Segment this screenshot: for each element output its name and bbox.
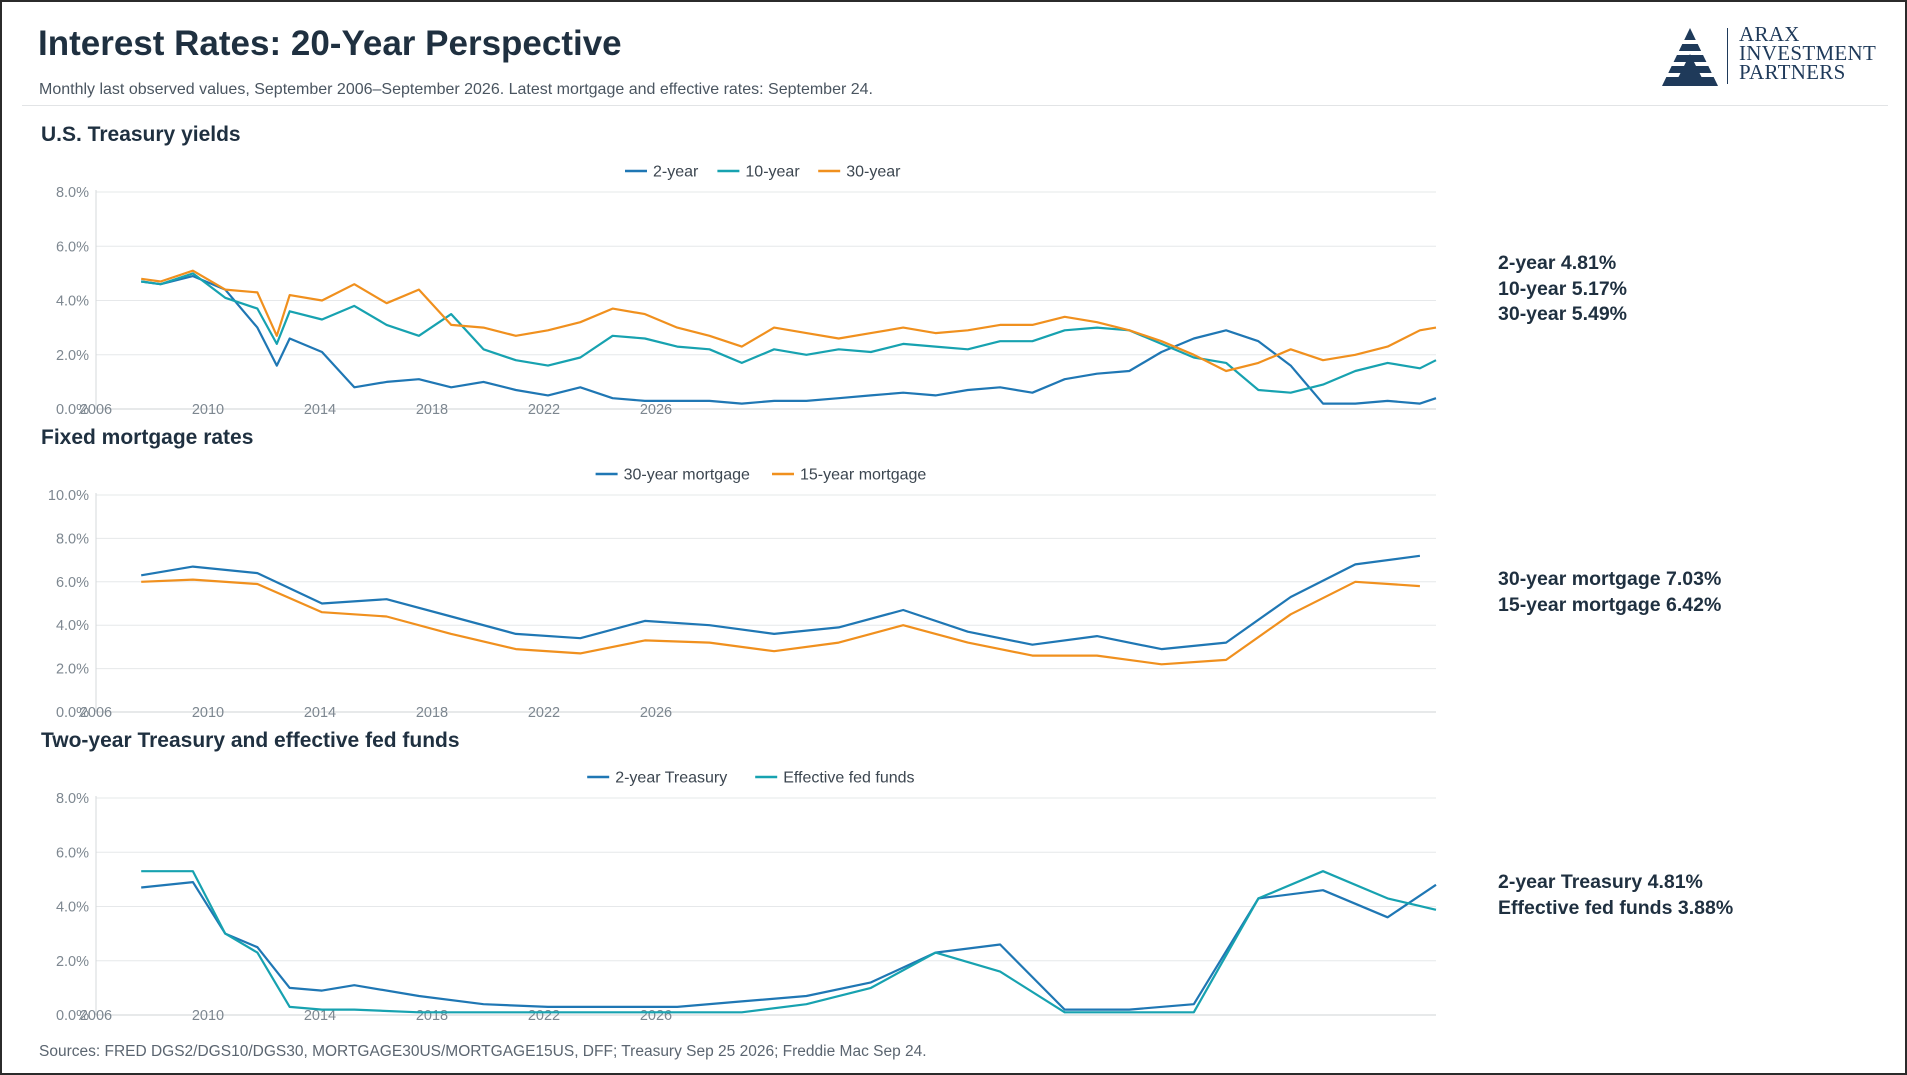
latest-15-year-mortgage: 15-year mortgage 6.42% xyxy=(1498,593,1722,616)
series-line-2-year-treasury xyxy=(141,880,1437,1011)
logo-line-2: INVESTMENT xyxy=(1739,41,1877,65)
latest-values-treasury: 2-year 4.81% 10-year 5.17% 30-year 5.49% xyxy=(1498,251,1627,328)
page-subtitle: Monthly last observed values, September … xyxy=(39,81,873,98)
y-tick-label: 2.0% xyxy=(56,662,89,678)
sources-footnote: Sources: FRED DGS2/DGS10/DGS30, MORTGAGE… xyxy=(39,1043,927,1060)
series-line-15-year-mortgage xyxy=(141,578,1420,666)
y-tick-label: 6.0% xyxy=(56,845,89,861)
y-tick-label: 6.0% xyxy=(56,239,89,255)
latest-30-year-mortgage: 30-year mortgage 7.03% xyxy=(1498,568,1722,590)
panel-title-fed-funds: Two-year Treasury and effective fed fund… xyxy=(41,729,460,752)
y-tick-label: 2.0% xyxy=(56,348,89,364)
x-tick-label: 2026 xyxy=(640,1008,672,1024)
x-tick-label: 2014 xyxy=(304,705,336,721)
series-line-30-year xyxy=(141,269,1437,373)
x-tick-label: 2018 xyxy=(416,1008,448,1024)
legend-label-30-year-mortgage: 30-year mortgage xyxy=(624,467,750,484)
y-tick-label: 0.0% xyxy=(56,705,89,721)
page-title: Interest Rates: 20-Year Perspective xyxy=(38,24,622,63)
arax-logo-icon xyxy=(1660,28,1720,86)
x-tick-label: 2006 xyxy=(80,1008,112,1024)
y-tick-label: 6.0% xyxy=(56,575,89,591)
x-tick-label: 2014 xyxy=(304,402,336,418)
legend-label-effective-fed-funds: Effective fed funds xyxy=(783,770,914,787)
x-tick-label: 2018 xyxy=(416,402,448,418)
logo-wordmark: ARAX INVESTMENT PARTNERS xyxy=(1739,22,1877,84)
series-line-30-year-mortgage xyxy=(141,554,1421,651)
fed-funds-chart: 0.0% 2.0% 4.0% 6.0% 8.0% 2006 2010 2014 2018 2022… xyxy=(56,770,1437,1024)
y-tick-label: 4.0% xyxy=(56,900,89,916)
latest-values-fed-funds: 2-year Treasury 4.81% Effective fed fund… xyxy=(1498,870,1733,921)
logo-line-1: ARAX xyxy=(1739,22,1800,46)
logo-line-3: PARTNERS xyxy=(1739,60,1846,84)
x-tick-label: 2010 xyxy=(192,705,224,721)
y-tick-label: 8.0% xyxy=(56,185,89,201)
x-tick-label: 2022 xyxy=(528,402,560,418)
panel-title-treasury: U.S. Treasury yields xyxy=(41,123,241,146)
legend-label-2-year: 2-year xyxy=(653,164,699,181)
x-tick-label: 2006 xyxy=(80,705,112,721)
mortgage-rates-chart: 0.0% 2.0% 4.0% 6.0% 8.0% 10.0% 2006 2010 2014 201… xyxy=(48,467,1436,721)
x-tick-label: 2014 xyxy=(304,1008,336,1024)
header-divider xyxy=(22,105,1888,106)
latest-values-mortgage: 30-year mortgage 7.03% 15-year mortgage … xyxy=(1498,567,1721,618)
y-tick-label: 0.0% xyxy=(56,402,89,418)
series-line-effective-fed-funds xyxy=(141,870,1437,1014)
legend-label-30-year: 30-year xyxy=(846,164,901,181)
latest-10-year: 10-year 5.17% xyxy=(1498,277,1628,300)
legend-label-2-year-treasury: 2-year Treasury xyxy=(615,770,727,787)
x-tick-label: 2026 xyxy=(640,705,672,721)
y-tick-label: 2.0% xyxy=(56,954,89,970)
series-line-2-year xyxy=(141,274,1437,405)
latest-2-year: 2-year 4.81% xyxy=(1498,252,1617,274)
legend-label-15-year-mortgage: 15-year mortgage xyxy=(800,467,926,484)
panel-title-mortgage: Fixed mortgage rates xyxy=(41,426,254,449)
y-tick-label: 10.0% xyxy=(48,488,89,504)
x-tick-label: 2018 xyxy=(416,705,448,721)
y-tick-label: 8.0% xyxy=(56,791,89,807)
x-tick-label: 2010 xyxy=(192,1008,224,1024)
x-tick-label: 2010 xyxy=(192,402,224,418)
y-tick-label: 4.0% xyxy=(56,294,89,310)
x-tick-label: 2022 xyxy=(528,1008,560,1024)
logo-divider xyxy=(1727,28,1728,84)
y-tick-label: 0.0% xyxy=(56,1008,89,1024)
legend-label-10-year: 10-year xyxy=(745,164,800,181)
x-tick-label: 2026 xyxy=(640,402,672,418)
y-tick-label: 8.0% xyxy=(56,531,89,547)
latest-30-year: 30-year 5.49% xyxy=(1498,303,1628,325)
x-tick-label: 2006 xyxy=(80,402,112,418)
series-line-10-year xyxy=(141,272,1437,394)
y-tick-label: 4.0% xyxy=(56,618,89,634)
x-tick-label: 2022 xyxy=(528,705,560,721)
latest-2-year-treasury: 2-year Treasury 4.81% xyxy=(1498,871,1703,893)
latest-effective-fed-funds: Effective fed funds 3.88% xyxy=(1498,896,1734,919)
treasury-yields-chart: 0.0% 2.0% 4.0% 6.0% 8.0% 2006 2010 2014 2018 2022… xyxy=(56,164,1437,418)
